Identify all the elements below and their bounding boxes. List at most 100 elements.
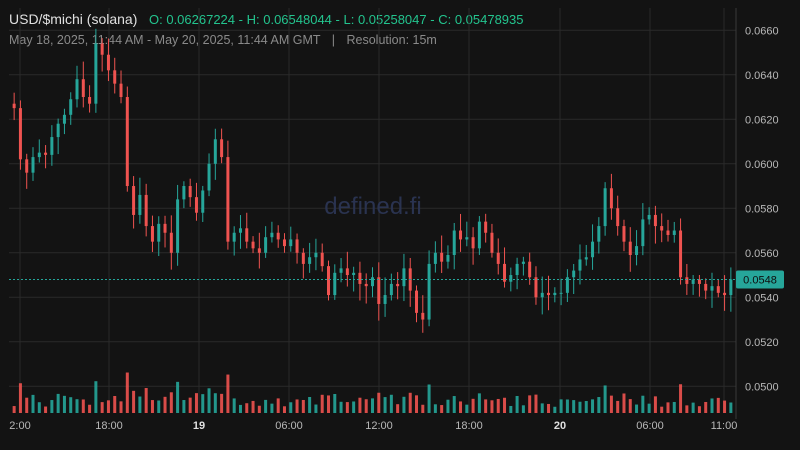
close-value: C: 0.05478935 — [438, 12, 524, 27]
candle-body — [591, 241, 595, 258]
volume-bar — [289, 402, 293, 413]
volume-bar — [88, 404, 92, 413]
volume-bar — [176, 381, 180, 413]
volume-bar — [257, 405, 261, 413]
candle-body — [289, 239, 293, 247]
x-tick-label: 20 — [554, 420, 566, 432]
candle-body — [138, 194, 142, 215]
volume-bar — [616, 400, 620, 413]
volume-bar — [251, 400, 255, 413]
volume-bar — [521, 405, 525, 413]
candle-body — [125, 97, 129, 187]
volume-bar — [484, 399, 488, 413]
volume-bar — [132, 390, 136, 413]
volume-bar — [163, 396, 167, 413]
volume-bars — [12, 372, 733, 413]
candle-body — [157, 223, 161, 242]
volume-bar — [647, 403, 651, 413]
volume-bar — [150, 400, 154, 413]
candle-body — [389, 283, 393, 296]
volume-bar — [282, 406, 286, 413]
ohlc-header: USD/$michi (solana) O: 0.06267224 - H: 0… — [9, 11, 524, 27]
candle-body — [163, 223, 167, 233]
volume-bar — [44, 406, 48, 413]
volume-bar — [69, 397, 73, 413]
volume-bar — [314, 404, 318, 413]
volume-bar — [245, 403, 249, 413]
volume-bar — [264, 399, 268, 413]
pair-name: USD/$michi (solana) — [9, 11, 138, 27]
volume-bar — [308, 396, 312, 413]
volume-bar — [119, 401, 123, 413]
y-tick-label: 0.0520 — [745, 337, 779, 349]
candle-body — [653, 214, 657, 227]
volume-bar — [572, 400, 576, 413]
volume-bar — [396, 404, 400, 413]
volume-bar — [679, 384, 683, 413]
volume-bar — [232, 398, 236, 413]
candle-body — [578, 259, 582, 271]
x-tick-label: 18:00 — [95, 420, 123, 432]
candle-body — [301, 252, 305, 264]
volume-bar — [723, 400, 727, 413]
volume-bar — [213, 393, 217, 413]
open-value: O: 0.06267224 — [149, 12, 236, 27]
candle-body — [609, 188, 613, 209]
candle-body — [647, 214, 651, 220]
candle-body — [515, 263, 519, 276]
candle-body — [339, 268, 343, 273]
volume-bar — [182, 400, 186, 413]
volume-bar — [421, 404, 425, 413]
candle-body — [56, 123, 60, 138]
separator: | — [331, 33, 336, 47]
candle-body — [50, 137, 54, 155]
candle-body — [509, 275, 513, 282]
volume-bar — [364, 399, 368, 413]
candle-body — [471, 237, 475, 249]
candle-body — [622, 226, 626, 242]
candle-body — [245, 228, 249, 242]
candle-body — [320, 252, 324, 267]
volume-bar — [452, 396, 456, 413]
volume-bar — [18, 383, 22, 413]
candle-body — [188, 186, 192, 198]
volume-bar — [339, 401, 343, 413]
volume-bar — [635, 404, 639, 413]
volume-bar — [125, 372, 129, 413]
current-price-label: 0.0548 — [743, 274, 777, 286]
x-tick-label: 18:00 — [455, 420, 483, 432]
volume-bar — [194, 393, 198, 413]
candle-body — [100, 43, 104, 55]
volume-bar — [490, 400, 494, 413]
y-tick-label: 0.0580 — [745, 203, 779, 215]
volume-bar — [100, 402, 104, 413]
volume-bar — [672, 401, 676, 413]
volume-bar — [465, 404, 469, 413]
volume-bar — [37, 402, 41, 413]
candle-body — [484, 221, 488, 233]
volume-bar — [12, 406, 16, 413]
volume-bar — [169, 392, 173, 413]
volume-bar — [56, 393, 60, 413]
volume-bar — [503, 397, 507, 413]
candle-body — [220, 139, 224, 158]
x-axis: 2:00 18:00 19 06:00 12:00 18:00 20 06:00 11:00 — [9, 420, 737, 432]
candle-body — [465, 237, 469, 240]
candle-body — [371, 277, 374, 287]
volume-bar — [496, 398, 500, 413]
volume-bar — [433, 404, 437, 413]
candle-body — [75, 79, 79, 100]
candle-body — [421, 312, 425, 320]
candle-body — [257, 248, 261, 253]
candle-body — [572, 270, 576, 278]
candle-body — [415, 290, 419, 313]
candle-body — [616, 208, 620, 227]
x-tick-label: 19 — [193, 420, 205, 432]
candle-body — [62, 114, 66, 124]
volume-bar — [377, 392, 381, 413]
candle-body — [176, 199, 180, 253]
candle-body — [584, 257, 588, 260]
volume-bar — [509, 405, 513, 413]
candle-body — [119, 83, 123, 98]
